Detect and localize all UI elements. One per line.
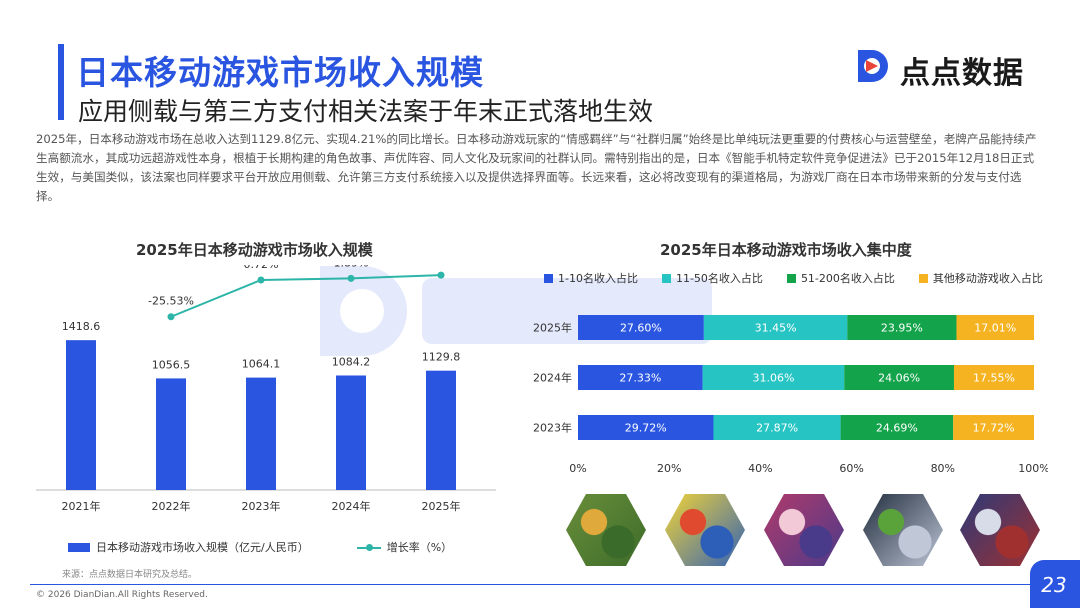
x-tick-label: 2022年 xyxy=(152,499,191,513)
segment-label: 27.33% xyxy=(619,372,661,385)
legend-label-revenue: 日本移动游戏市场收入规模（亿元/人民币） xyxy=(96,541,309,554)
stack-segment xyxy=(578,315,704,340)
stack-segment xyxy=(578,415,714,440)
segment-label: 23.95% xyxy=(881,322,923,335)
y-tick-label: 2025年 xyxy=(533,321,572,335)
stack-segment xyxy=(844,365,954,390)
segment-label: 17.01% xyxy=(974,322,1016,335)
brand-logo-icon xyxy=(858,50,888,82)
legend-label: 其他移动游戏收入占比 xyxy=(932,272,1043,285)
legend-item-top50: 11-50名收入占比 xyxy=(661,270,763,286)
page-subtitle: 应用侧载与第三方支付相关法案于年末正式落地生效 xyxy=(78,97,654,126)
x-tick-label: 2025年 xyxy=(422,499,461,513)
x-tick-label: 2024年 xyxy=(332,499,371,513)
growth-point xyxy=(257,276,265,284)
growth-point xyxy=(437,271,445,279)
segment-label: 31.06% xyxy=(752,372,794,385)
right-chart-title: 2025年日本移动游戏市场收入集中度 xyxy=(660,241,912,259)
legend-swatch-line xyxy=(356,543,381,552)
bar-value-label: 1056.5 xyxy=(152,358,191,371)
growth-point xyxy=(167,313,175,321)
bar xyxy=(426,370,456,490)
stack-segment xyxy=(953,415,1034,440)
legend-swatch xyxy=(918,273,928,283)
x-tick-label: 40% xyxy=(748,462,772,475)
game-thumbnail-icon xyxy=(665,494,745,566)
segment-label: 17.55% xyxy=(973,372,1015,385)
revenue-chart: 1418.6 2021年 1056.5 2022年 1064.1 2023年 1084.2 2… xyxy=(36,265,496,513)
stack-segment xyxy=(578,365,703,390)
stack-segment xyxy=(713,415,841,440)
growth-label: -25.53% xyxy=(148,295,194,308)
legend-swatch xyxy=(786,273,796,283)
stack-segment xyxy=(703,315,848,340)
legend-swatch xyxy=(661,273,671,283)
left-chart-legend: 日本移动游戏市场收入规模（亿元/人民币） 增长率（%） xyxy=(68,539,476,555)
bar-value-label: 1418.6 xyxy=(62,320,101,333)
segment-label: 24.06% xyxy=(878,372,920,385)
stack-segment xyxy=(956,315,1035,340)
x-tick-label: 100% xyxy=(1018,462,1048,475)
growth-line xyxy=(170,274,442,318)
right-chart-legend: 1-10名收入占比 11-50名收入占比 51-200名收入占比 其他移动游戏收… xyxy=(544,270,1043,286)
growth-label: 4.21% xyxy=(424,265,459,266)
bar xyxy=(246,377,276,490)
segment-label: 24.69% xyxy=(876,422,918,435)
stack-segment xyxy=(840,415,954,440)
copyright: © 2026 DianDian.All Rights Reserved. xyxy=(36,590,208,600)
growth-label: 0.72% xyxy=(244,265,279,271)
bar xyxy=(336,375,366,490)
growth-label: 1.89% xyxy=(334,265,369,269)
legend-item-growth: 增长率（%） xyxy=(356,539,453,555)
growth-point xyxy=(347,274,355,282)
bar-value-label: 1064.1 xyxy=(242,358,281,371)
game-thumbnail-icon xyxy=(863,494,943,566)
intro-paragraph: 2025年，日本移动游戏市场在总收入达到1129.8亿元、实现4.21%的同比增… xyxy=(36,132,1037,203)
page-number-badge: 23 xyxy=(1030,560,1080,608)
game-thumbnail-icon xyxy=(764,494,844,566)
y-tick-label: 2023年 xyxy=(533,421,572,435)
game-thumbnail-icon xyxy=(960,494,1040,566)
x-tick-label: 2023年 xyxy=(242,499,281,513)
bar xyxy=(156,378,186,490)
legend-item-top200: 51-200名收入占比 xyxy=(786,270,895,286)
legend-label: 51-200名收入占比 xyxy=(800,272,895,285)
segment-label: 31.45% xyxy=(755,322,797,335)
x-tick-label: 20% xyxy=(657,462,681,475)
y-tick-label: 2024年 xyxy=(533,371,572,385)
segment-label: 17.72% xyxy=(973,422,1015,435)
segment-label: 27.60% xyxy=(620,322,662,335)
page-title: 日本移动游戏市场收入规模 xyxy=(76,53,484,92)
x-tick-label: 0% xyxy=(569,462,586,475)
x-tick-label: 80% xyxy=(931,462,955,475)
stack-segment xyxy=(953,365,1034,390)
legend-label: 1-10名收入占比 xyxy=(558,272,638,285)
concentration-chart: 0% 20% 40% 60% 80% 100% 2025年 27.60% 31.45% 23.95… xyxy=(533,315,1048,475)
bar-value-label: 1084.2 xyxy=(332,355,371,368)
segment-label: 27.87% xyxy=(756,422,798,435)
legend-swatch xyxy=(544,273,553,283)
left-chart-title: 2025年日本移动游戏市场收入规模 xyxy=(136,241,373,259)
legend-item-revenue: 日本移动游戏市场收入规模（亿元/人民币） xyxy=(68,539,309,555)
segment-label: 29.72% xyxy=(625,422,667,435)
page-number: 23 xyxy=(1041,573,1066,597)
legend-label-growth: 增长率（%） xyxy=(386,541,453,554)
stack-segment xyxy=(702,365,845,390)
legend-label: 11-50名收入占比 xyxy=(675,272,763,285)
legend-item-other: 其他移动游戏收入占比 xyxy=(918,270,1043,286)
title-accent-bar xyxy=(58,44,64,120)
bar-value-label: 1129.8 xyxy=(422,351,461,364)
bar xyxy=(66,340,96,490)
stack-segment xyxy=(847,315,957,340)
x-tick-label: 2021年 xyxy=(62,499,101,513)
legend-swatch-bar xyxy=(68,542,90,552)
legend-item-top10: 1-10名收入占比 xyxy=(544,270,638,286)
x-tick-label: 60% xyxy=(839,462,863,475)
brand-name: 点点数据 xyxy=(900,56,1024,91)
brand-logo: 点点数据 xyxy=(854,46,1044,91)
source-note: 来源：点点数据日本研究及总结。 xyxy=(62,570,198,580)
game-thumbnail-icon xyxy=(566,494,646,566)
footer-divider xyxy=(30,584,1035,585)
